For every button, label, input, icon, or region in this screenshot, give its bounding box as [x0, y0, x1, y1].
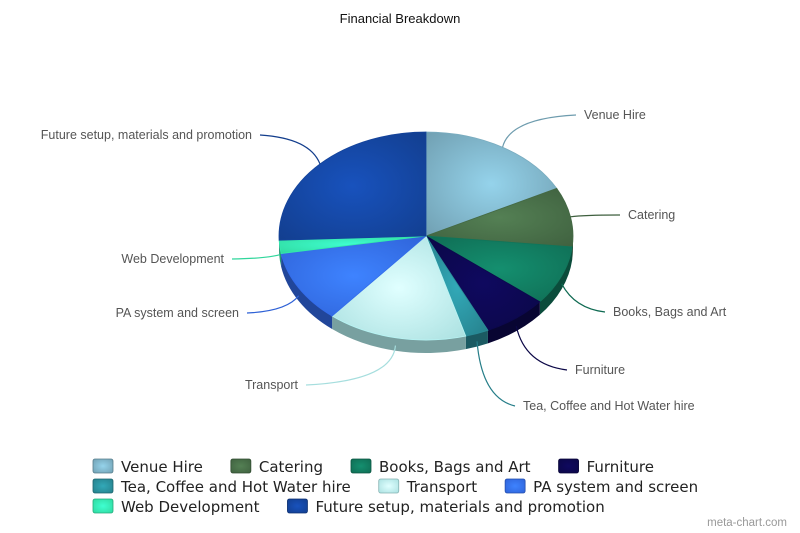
slice-books-bags-art[interactable]: [425, 235, 573, 303]
label-catering: Catering: [628, 208, 675, 222]
connector-venue-hire: [501, 114, 577, 148]
slice-transport[interactable]: [331, 235, 467, 341]
label-web-development: Web Development: [121, 252, 224, 266]
label-transport: Transport: [245, 378, 299, 392]
legend-swatch-transport: [378, 478, 400, 494]
slice-catering[interactable]: [425, 187, 574, 248]
legend-swatch-future-setup: [287, 498, 308, 514]
legend-label-future-setup: Future setup, materials and promotion: [315, 498, 604, 516]
legend-item-furniture[interactable]: Furniture: [558, 458, 654, 476]
slice-side-pa-system-screen: [281, 253, 333, 330]
legend-item-web-development[interactable]: Web Development: [92, 498, 260, 516]
legend-item-future-setup[interactable]: Future setup, materials and promotion: [287, 498, 605, 516]
pie-slices: [278, 131, 574, 353]
legend-label-books-bags-art: Books, Bags and Art: [379, 458, 531, 476]
connector-future-setup: [259, 134, 321, 165]
legend-label-catering: Catering: [259, 458, 323, 476]
label-future-setup: Future setup, materials and promotion: [41, 128, 252, 142]
legend-swatch-venue-hire: [92, 458, 114, 474]
legend-item-pa-system-screen[interactable]: PA system and screen: [504, 478, 698, 496]
legend-swatch-furniture: [558, 458, 579, 474]
connector-books-bags-art: [561, 283, 606, 313]
label-venue-hire: Venue Hire: [584, 108, 646, 122]
legend-swatch-web-development: [92, 498, 114, 514]
slice-labels: Venue Hire Catering Books, Bags and Art Fur…: [41, 108, 727, 413]
slice-side-furniture: [487, 301, 540, 344]
legend-item-venue-hire[interactable]: Venue Hire: [92, 458, 203, 476]
chart-credit: meta-chart.com: [707, 517, 787, 529]
legend-item-books-bags-art[interactable]: Books, Bags and Art: [350, 458, 531, 476]
legend: Venue Hire Catering Books, Bags and Art Fur…: [92, 458, 698, 516]
legend-item-tea-coffee-hot-water[interactable]: Tea, Coffee and Hot Water hire: [92, 478, 351, 496]
slice-pa-system-screen[interactable]: [280, 235, 428, 317]
chart-title: Financial Breakdown: [340, 11, 461, 26]
slice-future-setup[interactable]: [278, 131, 427, 241]
legend-label-pa-system-screen: PA system and screen: [533, 478, 698, 496]
legend-label-web-development: Web Development: [121, 498, 260, 516]
slice-side-transport: [332, 316, 466, 353]
legend-label-furniture: Furniture: [587, 458, 654, 476]
legend-swatch-tea-coffee-hot-water: [92, 478, 114, 494]
connector-transport: [305, 345, 397, 386]
label-furniture: Furniture: [575, 363, 625, 377]
connector-pa-system-screen: [246, 295, 300, 314]
connector-web-development: [231, 254, 280, 260]
legend-swatch-catering: [230, 458, 252, 474]
connector-tea-coffee-hot-water: [476, 341, 516, 407]
legend-swatch-books-bags-art: [350, 458, 372, 474]
connector-furniture: [515, 325, 568, 371]
legend-label-transport: Transport: [406, 478, 478, 496]
slice-side-books-bags-art: [539, 246, 573, 315]
label-tea-coffee-hot-water: Tea, Coffee and Hot Water hire: [523, 399, 695, 413]
label-books-bags-art: Books, Bags and Art: [613, 305, 727, 319]
legend-swatch-pa-system-screen: [504, 478, 526, 494]
legend-item-catering[interactable]: Catering: [230, 458, 323, 476]
legend-label-venue-hire: Venue Hire: [121, 458, 203, 476]
connector-catering: [570, 214, 621, 218]
legend-label-tea-coffee-hot-water: Tea, Coffee and Hot Water hire: [120, 478, 351, 496]
legend-item-transport[interactable]: Transport: [378, 478, 478, 496]
label-pa-system-screen: PA system and screen: [116, 306, 239, 320]
